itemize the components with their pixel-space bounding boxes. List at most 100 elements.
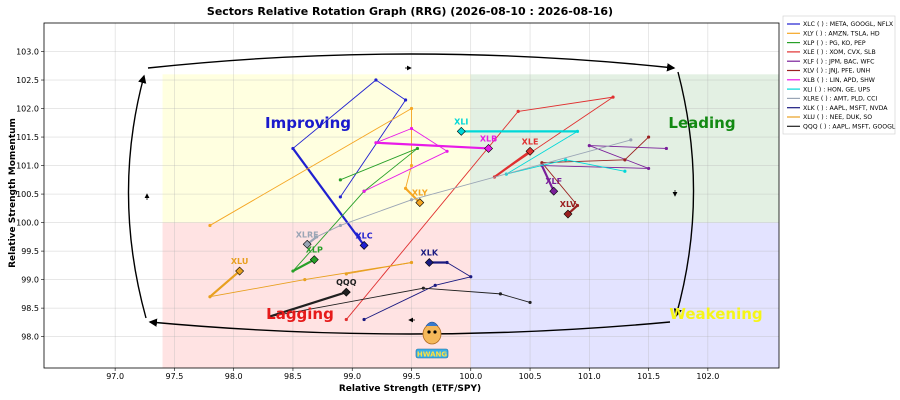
x-tick-label: 101.0 [578,372,601,381]
series-segment [589,145,649,169]
series-segment [435,276,471,286]
series-head-marker [456,126,466,136]
series-segment [518,96,614,112]
series-point [338,195,342,199]
series-segment [411,139,631,201]
series-xlu: XLU [208,257,414,299]
series-point [374,78,378,82]
y-tick-label: 100.5 [16,190,39,199]
series-xlb: XLB [362,126,497,193]
series-point [338,178,342,182]
series-point [409,198,414,202]
series-label: XLY [412,189,428,198]
series-segment [292,258,315,273]
series-segment [411,128,448,152]
series-head-marker [415,198,425,208]
series-point [469,275,473,279]
series-point [433,283,437,287]
series-point [421,286,425,290]
series-segment [209,108,412,226]
series-label: XLB [480,134,497,143]
series-segment [340,199,412,226]
y-tick-label: 101.0 [16,162,39,171]
series-label: XLP [306,246,323,255]
x-tick-label: 101.5 [637,372,660,381]
y-tick-label: 98.0 [21,333,39,342]
series-head-marker [302,239,312,249]
x-axis-title: Relative Strength (ETF/SPY) [339,384,481,394]
plot-frame [43,22,780,369]
series-xlk: XLK [362,249,473,322]
rotation-arrow [127,74,147,319]
series-point [587,144,591,148]
series-point [664,146,668,151]
series-point [315,235,319,239]
series-point [623,158,627,162]
y-tick-label: 98.5 [21,304,39,313]
series-head-marker [424,258,434,267]
series-segment [565,159,625,172]
series-segment [363,150,448,192]
series-label: XLI [454,117,468,126]
series-segment [363,284,436,320]
series-point [303,278,307,282]
series-label: XLK [421,249,439,258]
series-segment [268,291,347,318]
series-segment [292,79,377,149]
legend-entry: XLU ( ) : NEE, DUK, SO [803,114,872,121]
series-segment [304,262,412,281]
series-point [344,317,348,322]
series-label: XLRE [296,230,319,239]
legend-entry: XLC ( ) : META, GOOGL, NFLX [803,21,894,28]
rotation-arrow [148,318,671,335]
y-tick-label: 103.0 [16,48,39,57]
y-tick-label: 99.0 [21,276,39,285]
series-head-marker [563,209,573,219]
series-point [646,166,651,171]
series-point [415,146,420,151]
legend-entry: XLB ( ) : LIN, APD, SHW [803,77,875,84]
series-point [344,272,348,276]
series-point [291,269,295,273]
series-point [646,135,651,139]
series-point [409,163,414,168]
series-head-marker [484,144,493,153]
series-point [362,317,366,322]
series-segment [292,147,365,247]
rotation-arrow [673,71,695,318]
series-segment [624,136,649,161]
series-point [374,141,378,145]
series-label: XLF [545,177,562,186]
series-segment [589,145,667,149]
legend-entry: XLRE ( ) : AMT, PLD, CCI [803,96,877,103]
series-xlre: XLRE [296,138,633,249]
series-point [445,260,449,265]
series-point [362,189,366,193]
series-segment [541,165,649,169]
x-tick-label: 99.0 [343,372,361,381]
quadrant-label-improving: Improving [265,114,351,132]
series-segment [493,150,531,178]
quadrant-weakening [470,222,779,368]
series-label: QQQ [336,278,357,287]
series-segment [209,279,305,298]
series-segment [540,165,555,192]
legend-entry: XLY ( ) : AMZN, TSLA, HD [803,31,880,38]
series-head-marker [309,255,319,265]
y-axis-title: Relative Strength Momentum [8,118,18,268]
series-segment [500,293,531,303]
chart-title: Sectors Relative Rotation Graph (RRG) (2… [207,5,613,18]
quadrant-lagging [162,222,471,368]
watermark-logo: HWANG [415,321,449,359]
y-tick-label: 100.0 [16,219,39,228]
series-segment [363,148,418,192]
y-tick-label: 102.0 [16,105,39,114]
series-point [403,186,408,190]
legend-entry: XLI ( ) : HON, GE, UPS [803,86,870,93]
rotation-arrow [147,53,676,72]
series-xlf: XLF [540,144,668,196]
legend-frame [782,15,896,135]
x-tick-label: 99.5 [403,372,421,381]
legend-entry: XLV ( ) : JNJ, PFE, UNH [803,68,871,75]
series-point [409,260,414,265]
